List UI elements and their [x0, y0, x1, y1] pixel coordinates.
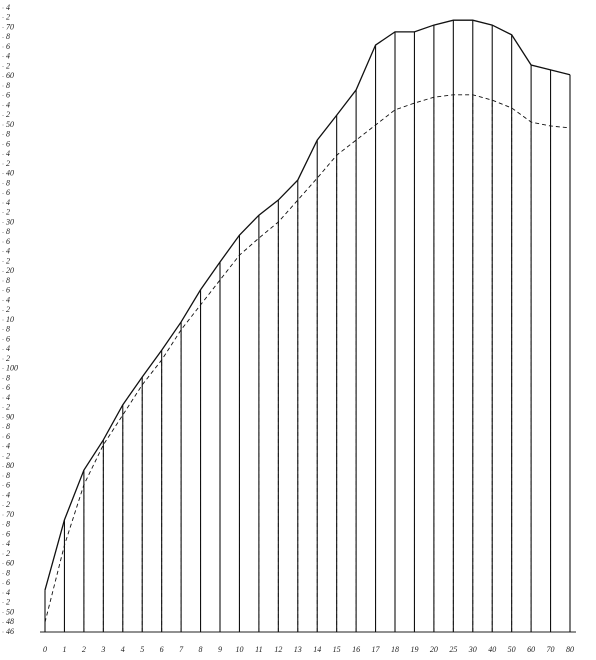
y-tick-label: 2: [6, 354, 10, 363]
x-tick-label: 60: [527, 645, 535, 654]
x-tick-label: 30: [468, 645, 477, 654]
y-tick-label: 8: [6, 520, 10, 529]
y-tick-label: 2: [6, 110, 10, 119]
y-tick-label: 6: [6, 237, 10, 246]
x-tick-label: 0: [43, 645, 47, 654]
x-tick-label: 11: [255, 645, 262, 654]
y-tick-label: 2: [6, 208, 10, 217]
y-tick-label: 10: [6, 315, 14, 324]
x-tick-label: 1: [62, 645, 66, 654]
y-tick-label: 4: [6, 100, 10, 109]
x-tick-label: 5: [140, 645, 144, 654]
y-tick-label: 4: [6, 588, 10, 597]
x-tick-label: 70: [547, 645, 555, 654]
y-tick-label: 2: [6, 256, 10, 265]
y-tick-label: 6: [6, 188, 10, 197]
x-tick-label: 13: [294, 645, 302, 654]
y-tick-label: 6: [6, 42, 10, 51]
y-tick-label: 30: [5, 217, 14, 226]
y-tick-label: 2: [6, 403, 10, 412]
y-tick-label: 4: [6, 149, 10, 158]
y-tick-label: 4: [6, 344, 10, 353]
y-tick-label: 60: [6, 71, 14, 80]
y-tick-label: 2: [6, 549, 10, 558]
x-tick-label: 14: [313, 645, 321, 654]
y-tick-label: 4: [6, 442, 10, 451]
x-tick-label: 80: [566, 645, 574, 654]
y-tick-label: 8: [6, 568, 10, 577]
y-tick-label: 4: [6, 52, 10, 61]
y-tick-label: 6: [6, 334, 10, 343]
x-tick-label: 17: [372, 645, 381, 654]
y-tick-label: 8: [6, 227, 10, 236]
solid-line: [44, 19, 571, 591]
y-tick-label: 8: [6, 32, 10, 41]
y-tick-label: 4: [6, 393, 10, 402]
x-tick-label: 9: [218, 645, 222, 654]
y-tick-label: 6: [6, 481, 10, 490]
x-tick-label: 16: [352, 645, 360, 654]
y-tick-label: 2: [6, 451, 10, 460]
y-tick-label: 8: [6, 422, 10, 431]
x-tick-label: 2: [82, 645, 86, 654]
y-tick-label: 2: [6, 61, 10, 70]
y-tick-label: 6: [6, 383, 10, 392]
y-tick-label: 46: [6, 627, 14, 636]
y-tick-label: 4: [6, 247, 10, 256]
x-tick-label: 10: [235, 645, 243, 654]
y-tick-label: 4: [6, 198, 10, 207]
x-tick-label: 40: [488, 645, 496, 654]
x-tick-label: 7: [179, 645, 184, 654]
x-tick-label: 8: [199, 645, 203, 654]
y-tick-label: 4: [6, 295, 10, 304]
y-tick-label: 40: [6, 169, 14, 178]
x-tick-label: 15: [333, 645, 341, 654]
y-tick-label: 6: [6, 139, 10, 148]
y-tick-label: 2: [6, 159, 10, 168]
y-tick-label: 2: [6, 500, 10, 509]
y-tick-label: 60: [6, 559, 14, 568]
x-tick-label: 19: [410, 645, 418, 654]
y-tick-label: 8: [6, 471, 10, 480]
y-tick-label: 4: [6, 3, 10, 12]
y-tick-label: 8: [6, 276, 10, 285]
y-tick-label: 6: [6, 286, 10, 295]
x-tick-label: 12: [274, 645, 282, 654]
y-tick-label: 8: [6, 178, 10, 187]
x-tick-label: 50: [508, 645, 516, 654]
y-tick-label: 48: [6, 617, 14, 626]
y-tick-label: 70: [6, 510, 14, 519]
x-tick-label: 6: [160, 645, 164, 654]
y-tick-label: 4: [6, 539, 10, 548]
y-tick-label: 2: [6, 305, 10, 314]
x-tick-label: 25: [449, 645, 457, 654]
y-tick-label: 6: [6, 578, 10, 587]
y-tick-label: 90: [6, 412, 14, 421]
y-tick-label: 50: [6, 607, 14, 616]
y-tick-label: 2: [6, 598, 10, 607]
y-tick-label: 100: [6, 364, 18, 373]
y-tick-label: 20: [6, 266, 14, 275]
y-tick-label: 8: [6, 130, 10, 139]
x-tick-label: 20: [430, 645, 438, 654]
y-tick-label: 4: [6, 490, 10, 499]
y-tick-label: 70: [6, 22, 14, 31]
y-tick-label: 6: [6, 529, 10, 538]
x-tick-label: 3: [100, 645, 105, 654]
y-tick-label: 6: [6, 91, 10, 100]
y-tick-label: 8: [6, 81, 10, 90]
y-tick-label: 2: [6, 13, 10, 22]
y-tick-label: 6: [6, 432, 10, 441]
y-tick-label: 80: [6, 461, 14, 470]
x-tick-label: 4: [121, 645, 125, 654]
y-tick-label: 8: [6, 373, 10, 382]
dashed-line: [44, 94, 571, 623]
y-tick-label: 8: [6, 325, 10, 334]
x-tick-label: 18: [391, 645, 399, 654]
y-tick-label: 50: [6, 120, 14, 129]
